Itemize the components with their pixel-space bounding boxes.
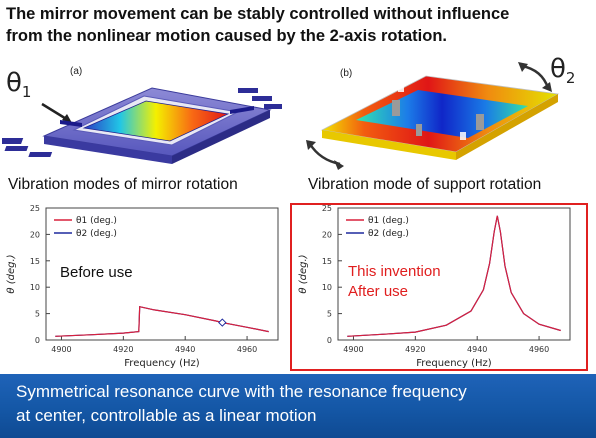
mirror-device-illustration [2, 87, 282, 164]
caption-mirror-rotation: Vibration modes of mirror rotation [8, 176, 238, 193]
x-tick-label: 4920 [113, 345, 133, 354]
y-tick-label: 5 [35, 310, 40, 319]
plot-frame [337, 207, 571, 341]
y-tick-label: 0 [327, 336, 332, 345]
headline-line-1: The mirror movement can be stably contro… [6, 5, 510, 23]
y-tick-label: 20 [322, 230, 332, 239]
x-tick-label: 4960 [237, 345, 257, 354]
theta-2-label: θ2 [550, 54, 576, 88]
series-line [55, 305, 269, 337]
x-axis-label: Frequency (Hz) [124, 358, 200, 369]
legend-label: θ1 (deg.) [76, 216, 117, 226]
invention-note-line-1: This invention [348, 263, 441, 280]
invention-note-line-2: After use [348, 283, 409, 300]
figure-b: θ2 (b) [296, 48, 594, 173]
legend-label: θ1 (deg.) [368, 216, 409, 226]
y-tick-label: 25 [322, 204, 332, 213]
y-tick-label: 15 [322, 257, 332, 266]
headline-line-2: from the nonlinear motion caused by the … [6, 27, 447, 45]
y-tick-label: 15 [30, 257, 40, 266]
plot-frame [45, 207, 279, 341]
headline: The mirror movement can be stably contro… [6, 3, 594, 47]
figure-a-tag: (a) [70, 66, 83, 77]
legend-label: θ2 (deg.) [368, 229, 409, 239]
y-tick-label: 20 [30, 230, 40, 239]
x-tick-label: 4960 [529, 345, 549, 354]
x-tick-label: 4940 [175, 345, 195, 354]
summary-line-2: at center, controllable as a linear moti… [16, 406, 317, 425]
invention-highlight-box [290, 203, 588, 371]
y-tick-label: 5 [327, 310, 332, 319]
x-axis-label: Frequency (Hz) [416, 358, 492, 369]
theta-1-label: θ1 [6, 68, 32, 102]
x-tick-label: 4900 [51, 345, 71, 354]
mirror-plate [82, 100, 230, 142]
y-tick-label: 10 [30, 283, 40, 292]
x-tick-label: 4940 [467, 345, 487, 354]
figure-b-tag: (b) [340, 68, 353, 79]
support-device-illustration [306, 62, 560, 170]
chart-before-use-svg: 0 5 10 15 20 25 4900 4920 4940 4960 Frequency (Hz)… [6, 204, 279, 369]
y-axis-label: θ (deg.) [6, 254, 17, 293]
theta-2-arrow [521, 64, 550, 89]
data-marker [218, 318, 227, 327]
summary-line-1: Symmetrical resonance curve with the res… [16, 382, 467, 401]
theta-1-arrow [41, 102, 69, 122]
x-tick-label: 4900 [343, 345, 363, 354]
y-axis-label: θ (deg.) [298, 254, 309, 293]
figure-a: θ1 (a) [2, 48, 292, 173]
y-tick-label: 25 [30, 204, 40, 213]
x-tick-label: 4920 [405, 345, 425, 354]
invention-note: This invention After use [348, 262, 441, 302]
summary-banner: Symmetrical resonance curve with the res… [0, 374, 596, 438]
chart-before-use: 0 5 10 15 20 25 4900 4920 4940 4960 Frequency (Hz)… [0, 200, 290, 370]
caption-support-rotation: Vibration mode of support rotation [308, 176, 542, 193]
chart-after-use-svg: 0 5 10 15 20 25 4900 4920 4940 4960 Frequency (Hz)… [298, 204, 571, 369]
y-tick-label: 10 [322, 283, 332, 292]
legend-label: θ2 (deg.) [76, 229, 117, 239]
chart-after-use: 0 5 10 15 20 25 4900 4920 4940 4960 Frequency (Hz)… [292, 200, 584, 370]
before-use-note: Before use [60, 264, 133, 281]
series-line [347, 215, 561, 337]
y-tick-label: 0 [35, 336, 40, 345]
